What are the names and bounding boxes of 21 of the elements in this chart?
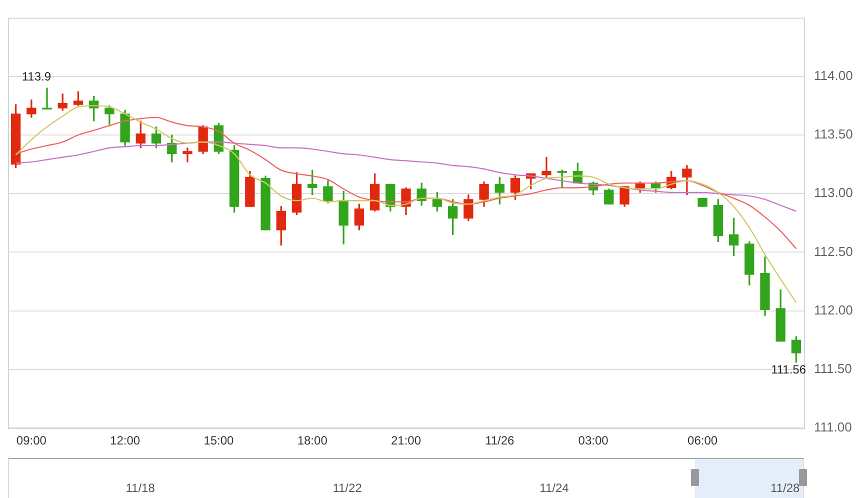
y-tick-label: 111.00 <box>814 420 852 435</box>
range-slider: 11/18 11/22 11/24 11/28 <box>8 458 804 498</box>
y-tick-label: 112.00 <box>814 302 853 318</box>
candlestick <box>42 88 52 110</box>
y-tick-label: 114.00 <box>814 68 853 83</box>
y-tick-label: 111.50 <box>814 360 852 376</box>
x-tick-label: 12:00 <box>110 434 140 448</box>
x-tick-label: 18:00 <box>297 434 328 448</box>
candlestick <box>542 156 552 178</box>
y-tick-label: 113.00 <box>814 185 853 200</box>
x-tick-label: 21:00 <box>390 434 422 448</box>
candlestick <box>182 148 192 162</box>
y-tick-label: 112.50 <box>814 244 853 259</box>
annotation: 113.9 <box>22 69 52 84</box>
x-tick-label: 06:00 <box>688 434 718 448</box>
x-tick-label: 03:00 <box>578 434 609 448</box>
x-tick-label: 11/26 <box>485 434 515 448</box>
x-tick-label: 15:00 <box>204 434 234 448</box>
annotation: 111.56 <box>771 362 806 377</box>
y-tick-label: 113.50 <box>814 126 853 142</box>
x-tick-label: 09:00 <box>16 434 47 448</box>
